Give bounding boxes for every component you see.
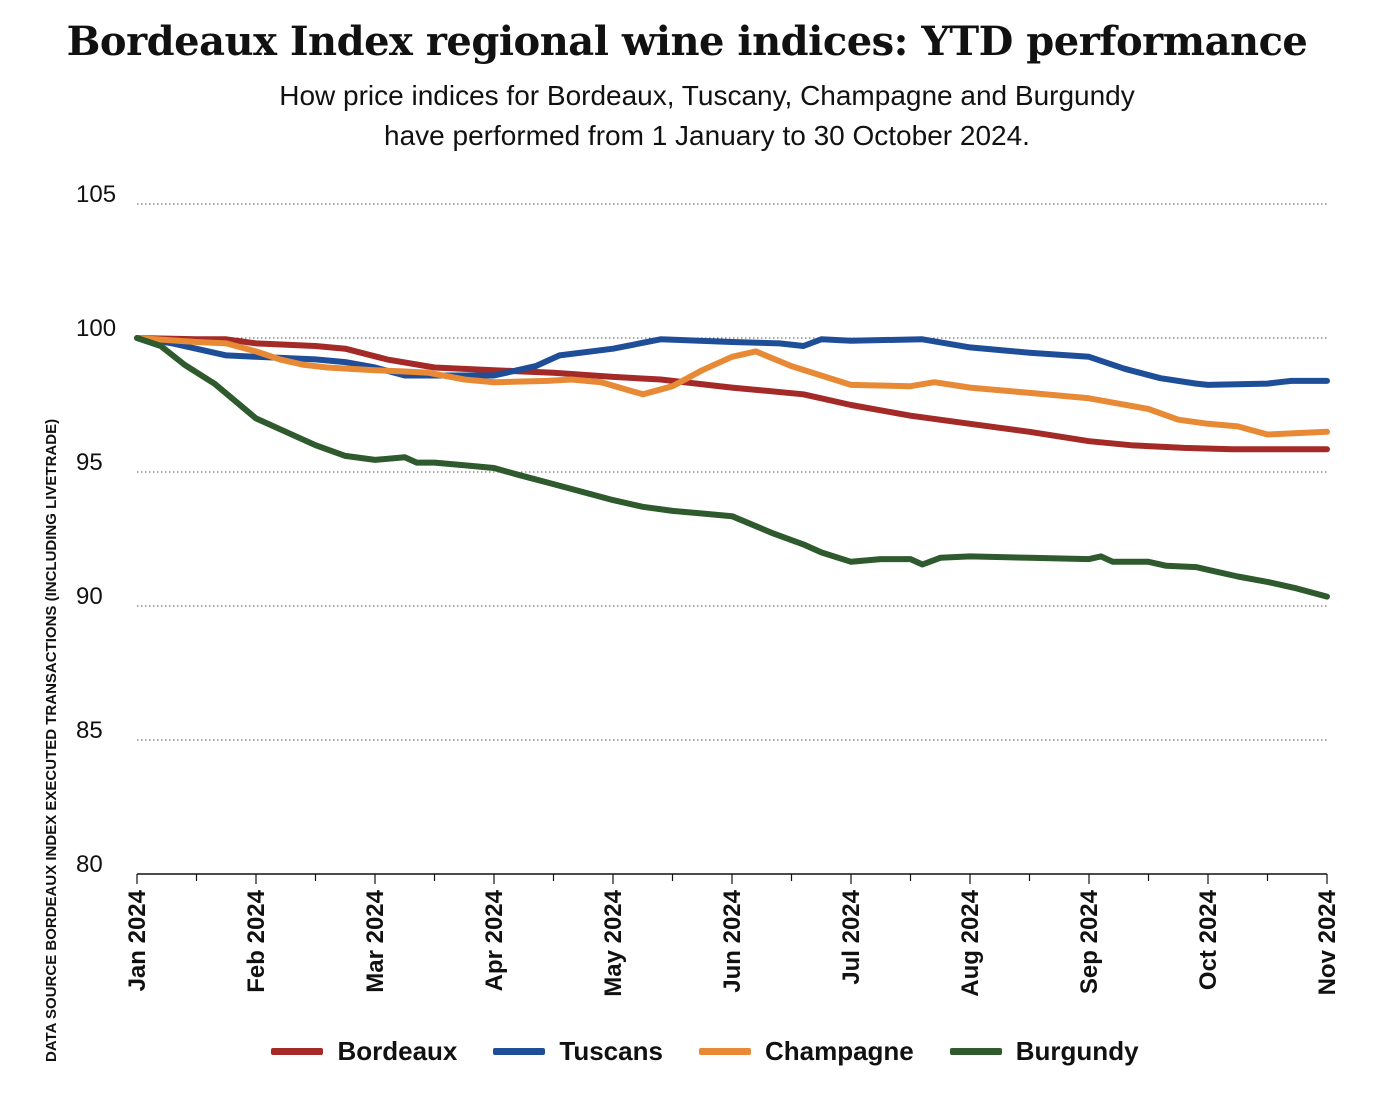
y-tick-label-85: 85 (76, 717, 103, 744)
legend-swatch (493, 1048, 546, 1055)
series-line-bordeaux (134, 335, 1330, 453)
legend-item-tuscans: Tuscans (493, 1036, 663, 1067)
x-tick-label-7: Aug 2024 (957, 889, 984, 996)
y-tick-label-90: 90 (76, 583, 103, 610)
source-note: DATA SOURCE BORDEAUX INDEX EXECUTED TRAN… (43, 419, 60, 1062)
x-tick-label-9: Oct 2024 (1195, 889, 1222, 990)
grid-layer (137, 203, 1327, 741)
legend-swatch (698, 1048, 751, 1055)
axis-layer: 80 85 90 95 100 105 Jan 2024 Feb 2024 Mar 2024 Ap… (76, 181, 1341, 997)
x-tick-label-10: Nov 2024 (1314, 889, 1341, 995)
legend-swatch (949, 1048, 1002, 1055)
series-layer (134, 335, 1330, 600)
x-tick-label-6: Jul 2024 (838, 889, 865, 984)
x-tick-label-2: Mar 2024 (362, 889, 389, 992)
x-tick-label-0: Jan 2024 (124, 889, 151, 991)
x-tick-label-4: May 2024 (600, 889, 627, 996)
legend: Bordeaux Tuscans Champagne Burgundy (0, 1036, 1374, 1067)
x-tick-label-8: Sep 2024 (1076, 889, 1103, 994)
series-line-tuscans (134, 335, 1330, 388)
chart-subtitle: How price indices for Bordeaux, Tuscany,… (0, 76, 1374, 156)
x-tick-label-5: Jun 2024 (719, 889, 746, 992)
x-tick-label-1: Feb 2024 (243, 889, 270, 992)
series-line-champagne (134, 335, 1330, 438)
y-tick-label-100: 100 (76, 315, 116, 342)
y-tick-label-80: 80 (76, 851, 103, 878)
legend-item-bordeaux: Bordeaux (271, 1036, 457, 1067)
legend-label: Tuscans (559, 1036, 663, 1066)
legend-label: Burgundy (1015, 1036, 1139, 1066)
legend-label: Bordeaux (337, 1036, 458, 1066)
legend-item-champagne: Champagne (698, 1036, 914, 1067)
y-tick-label-95: 95 (76, 449, 103, 476)
legend-swatch (271, 1048, 324, 1055)
subtitle-line-2: have performed from 1 January to 30 Octo… (384, 120, 1030, 151)
chart-title: Bordeaux Index regional wine indices: YT… (66, 18, 1308, 65)
legend-item-burgundy: Burgundy (949, 1036, 1139, 1067)
y-tick-label-105: 105 (76, 181, 116, 208)
subtitle-line-1: How price indices for Bordeaux, Tuscany,… (279, 80, 1135, 111)
series-line-burgundy (134, 335, 1330, 600)
x-tick-label-3: Apr 2024 (481, 889, 508, 991)
legend-label: Champagne (764, 1036, 914, 1066)
